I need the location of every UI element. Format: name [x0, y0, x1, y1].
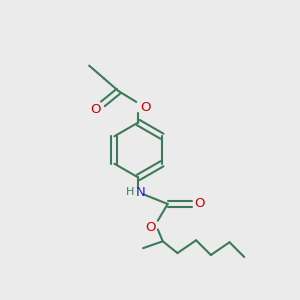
Text: O: O	[140, 101, 150, 114]
Text: N: N	[135, 186, 145, 199]
Text: O: O	[194, 197, 204, 211]
Text: H: H	[126, 187, 135, 197]
Text: O: O	[146, 221, 156, 234]
Text: O: O	[90, 103, 100, 116]
